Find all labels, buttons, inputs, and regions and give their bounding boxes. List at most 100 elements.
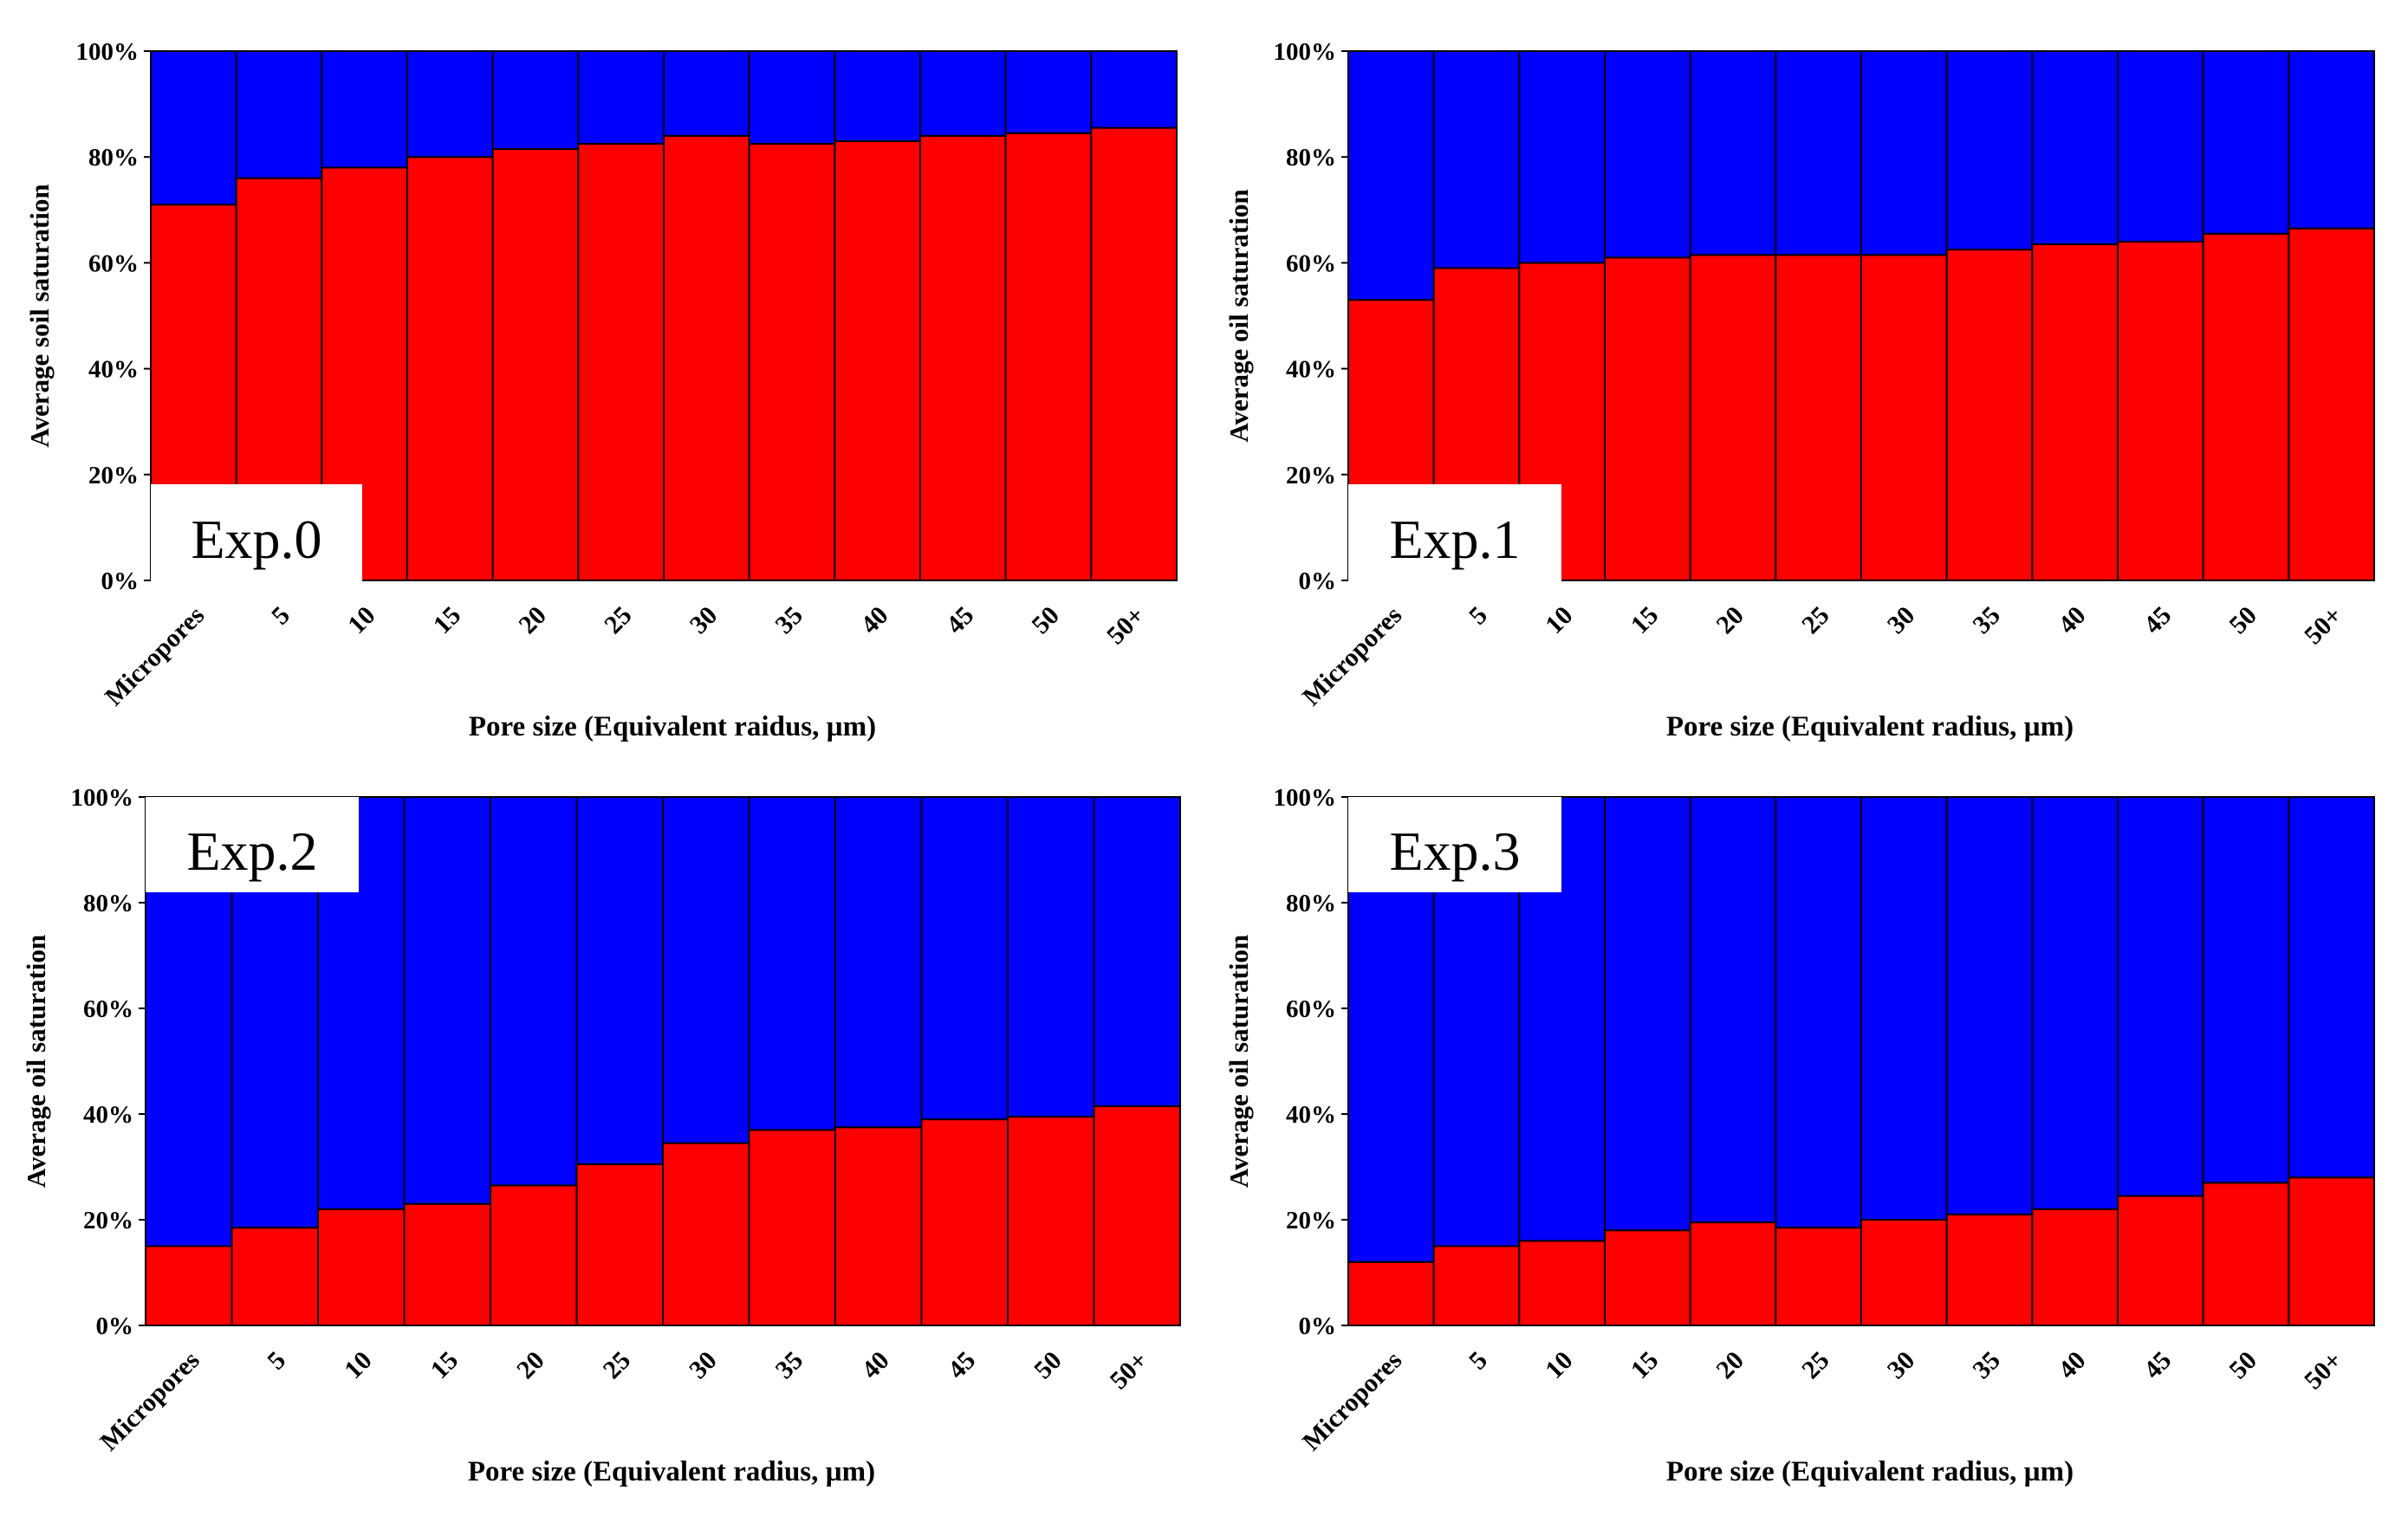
x-category-label: 5 [1464, 601, 1493, 631]
x-category-label: 35 [1967, 1346, 2006, 1385]
y-tick-label: 60% [83, 995, 133, 1023]
y-axis-title: Average oil saturation [1223, 935, 1254, 1188]
panel-label-box [146, 797, 359, 892]
bar-oil-8 [2031, 243, 2119, 581]
y-tick-label: 80% [1286, 890, 1336, 917]
y-tick-label: 20% [88, 462, 139, 489]
bar-water-4 [491, 50, 580, 151]
bar-oil-11 [1093, 1105, 1181, 1326]
bar-water-10 [1007, 796, 1095, 1118]
panel-label-text: Exp.0 [191, 509, 321, 570]
bar-oil-7 [748, 1129, 836, 1327]
bar-water-7 [1945, 50, 2034, 251]
bar-water-2 [321, 50, 409, 169]
x-category-label: Micropores [94, 1346, 204, 1456]
x-category-label: 45 [2139, 601, 2178, 640]
chart-panel-0: 0% 20% 40% 60% 80% 100% Micropores 5 10 15 20 25 30 3… [24, 38, 1178, 742]
x-category-label: 5 [266, 601, 295, 631]
bar-oil-4 [1689, 1221, 1777, 1327]
y-tick-label: 40% [88, 356, 139, 384]
bar-water-5 [1775, 796, 1862, 1229]
y-axis-title: Average oil saturation [21, 935, 51, 1188]
bar-oil-9 [2117, 1195, 2204, 1327]
panel-label-text: Exp.2 [186, 820, 317, 882]
x-category-label: 40 [2053, 601, 2092, 640]
x-category-label: 10 [342, 601, 381, 640]
bar-water-9 [2117, 50, 2204, 243]
y-tick-label: 0% [96, 1312, 134, 1340]
bar-oil-4 [491, 148, 580, 581]
bar-water-1 [235, 50, 323, 179]
panel-label-text: Exp.3 [1389, 820, 1520, 882]
x-category-label: 50+ [1101, 601, 1151, 651]
bar-oil-2 [317, 1208, 406, 1327]
x-category-label: 5 [1464, 1346, 1493, 1376]
y-axis-title: Average oil saturation [1223, 189, 1254, 442]
bar-oil-11 [1090, 126, 1178, 582]
bar-water-3 [1604, 796, 1691, 1232]
bars [145, 796, 1181, 1327]
bar-oil-8 [2031, 1208, 2119, 1327]
bar-oil-10 [2202, 1182, 2290, 1327]
bar-water-11 [2288, 796, 2375, 1179]
bar-water-3 [406, 50, 494, 159]
y-tick-label: 80% [83, 890, 133, 917]
bar-oil-3 [403, 1202, 491, 1326]
bar-water-2 [1518, 50, 1606, 264]
panel-label-box [151, 484, 362, 581]
bar-water-6 [662, 796, 750, 1144]
bar-oil-3 [1604, 256, 1691, 581]
y-tick-label: 60% [1286, 249, 1336, 277]
bar-oil-7 [1945, 1213, 2034, 1327]
y-tick-label: 60% [88, 249, 139, 277]
x-axis-title: Pore size (Equivalent radius, µm) [1666, 1456, 2074, 1487]
x-axis-title: Pore size (Equivalent raidus, µm) [469, 711, 876, 742]
bar-oil-0 [145, 1245, 233, 1326]
panel-label: Exp.0 [151, 484, 362, 581]
y-tick-label: 0% [1299, 567, 1337, 595]
bar-water-8 [834, 50, 921, 142]
x-category-label: 50 [2223, 1346, 2262, 1385]
bar-water-6 [1860, 50, 1948, 256]
bar-water-4 [1689, 50, 1777, 256]
x-category-label: 45 [2139, 1346, 2178, 1385]
x-category-label: 10 [1540, 601, 1579, 640]
y-tick-label: 100% [76, 38, 140, 66]
bar-oil-6 [1860, 254, 1948, 581]
x-category-label: Micropores [100, 601, 210, 711]
x-category-label: 45 [941, 601, 980, 640]
panel-label-text: Exp.1 [1389, 509, 1520, 570]
bar-oil-9 [919, 134, 1007, 581]
bar-oil-0 [1347, 1260, 1435, 1327]
x-category-label: 25 [598, 1346, 637, 1385]
x-category-label: 50+ [2299, 601, 2348, 651]
x-category-label: 25 [1796, 1346, 1835, 1385]
x-category-label: 40 [2053, 1346, 2092, 1385]
bar-oil-3 [1604, 1229, 1691, 1326]
x-category-label: 10 [339, 1346, 378, 1385]
bar-water-1 [1432, 50, 1521, 269]
y-tick-label: 0% [1299, 1312, 1337, 1340]
bar-oil-5 [575, 1163, 664, 1326]
x-category-label: 5 [262, 1346, 291, 1376]
x-category-label: Micropores [1297, 1346, 1407, 1456]
x-category-label: 20 [511, 1346, 550, 1385]
x-category-label: 50+ [2299, 1346, 2348, 1396]
y-tick-label: 60% [1286, 995, 1336, 1023]
x-category-label: 25 [599, 601, 638, 640]
y-axis-title: Average soil saturation [24, 184, 55, 447]
y-tick-label: 0% [101, 567, 140, 595]
bar-water-7 [1945, 796, 2034, 1215]
x-category-label: 35 [1967, 601, 2006, 640]
bar-oil-9 [2117, 240, 2204, 581]
bar-oil-6 [662, 1142, 750, 1327]
bar-water-4 [490, 796, 578, 1187]
bar-water-9 [919, 50, 1007, 137]
y-tick-label: 40% [83, 1101, 133, 1129]
bar-water-11 [2288, 50, 2375, 230]
bar-oil-10 [1004, 132, 1093, 581]
x-category-label: 30 [685, 601, 724, 640]
bar-water-11 [1090, 50, 1178, 129]
x-category-label: 40 [855, 601, 894, 640]
